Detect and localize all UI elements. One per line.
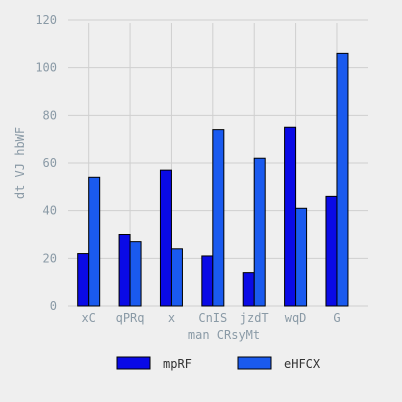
legend-label-mprf: mpRF bbox=[163, 357, 192, 371]
bar-ehfcx-g bbox=[336, 52, 349, 307]
legend-swatch-mprf bbox=[116, 356, 151, 370]
bar-ehfcx-x bbox=[170, 248, 183, 307]
bar-ehfcx-cnis bbox=[212, 129, 225, 307]
bar-ehfcx-wqd bbox=[295, 207, 308, 307]
y-tick-label: 120 bbox=[35, 13, 57, 27]
x-tick-label: x bbox=[168, 311, 175, 325]
bar-mprf-x bbox=[159, 169, 172, 307]
x-tick-label: G bbox=[333, 311, 340, 325]
bar-mprf-cnis bbox=[201, 255, 214, 307]
bar-mprf-xc bbox=[77, 253, 90, 307]
x-tick-label: jzdT bbox=[240, 311, 269, 325]
x-tick-label: qPRq bbox=[116, 311, 145, 325]
x-tick-label: wqD bbox=[285, 311, 307, 325]
y-tick-label: 20 bbox=[43, 251, 57, 265]
y-tick-label: 0 bbox=[50, 299, 57, 313]
bar-mprf-wqd bbox=[284, 126, 297, 307]
bar-mprf-jzdt bbox=[242, 272, 255, 307]
bar-ehfcx-qprq bbox=[129, 241, 142, 307]
tick-labels: 0 20 40 60 80 100 120 xC qPRq x CnIS jzdT wqD G bbox=[35, 13, 340, 325]
y-tick-label: 80 bbox=[43, 108, 57, 122]
y-axis-label: dt VJ hbWF bbox=[13, 127, 27, 199]
y-tick-label: 40 bbox=[43, 204, 57, 218]
legend-swatch-ehfcx bbox=[237, 356, 272, 370]
bar-ehfcx-jzdt bbox=[253, 157, 266, 307]
bar-ehfcx-xc bbox=[88, 176, 101, 307]
bar-mprf-g bbox=[325, 195, 338, 307]
legend-label-ehfcx: eHFCX bbox=[284, 357, 321, 371]
bars bbox=[77, 52, 349, 307]
y-tick-label: 60 bbox=[43, 156, 57, 170]
y-tick-label: 100 bbox=[35, 61, 57, 75]
x-axis-label: man CRsyMt bbox=[188, 328, 260, 342]
x-tick-label: CnIS bbox=[198, 311, 227, 325]
x-tick-label: xC bbox=[81, 311, 95, 325]
bar-mprf-qprq bbox=[118, 234, 131, 307]
legend: mpRF eHFCX bbox=[116, 356, 321, 371]
